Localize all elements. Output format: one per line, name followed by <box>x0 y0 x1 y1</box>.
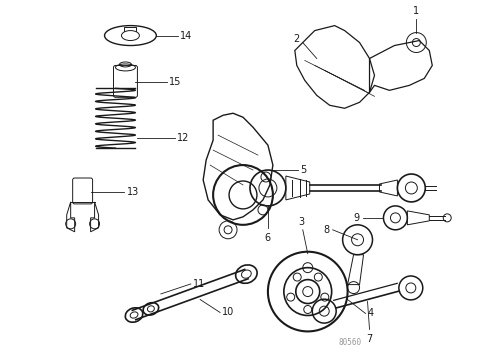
Text: 80560: 80560 <box>338 338 361 347</box>
Text: 9: 9 <box>353 213 360 223</box>
Text: 12: 12 <box>177 133 190 143</box>
Text: 11: 11 <box>193 279 205 289</box>
Text: 14: 14 <box>180 31 193 41</box>
Text: 10: 10 <box>222 307 234 318</box>
Text: 13: 13 <box>126 187 139 197</box>
Text: 4: 4 <box>368 309 374 319</box>
Text: 5: 5 <box>300 165 306 175</box>
Text: 2: 2 <box>294 33 300 44</box>
Text: 1: 1 <box>413 6 419 15</box>
Text: 7: 7 <box>367 334 372 345</box>
Text: 8: 8 <box>323 225 330 235</box>
Text: 3: 3 <box>299 217 305 227</box>
Text: 15: 15 <box>169 77 182 87</box>
Text: 6: 6 <box>265 233 271 243</box>
